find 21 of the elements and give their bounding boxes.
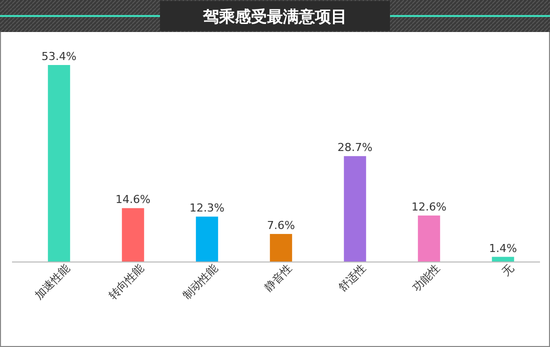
chart-title: 驾乘感受最满意项目 xyxy=(202,7,347,26)
bar xyxy=(270,234,292,262)
data-label: 12.3% xyxy=(190,202,224,215)
x-tick-label: 功能性 xyxy=(410,262,443,294)
bar xyxy=(122,208,144,262)
data-label: 12.6% xyxy=(412,200,446,214)
data-label: 14.6% xyxy=(116,193,150,206)
x-tick-label: 无 xyxy=(500,262,517,279)
data-label: 1.4% xyxy=(489,242,517,255)
bar xyxy=(196,216,218,262)
x-tick-label: 静音性 xyxy=(262,262,295,294)
data-label: 53.4% xyxy=(42,50,76,63)
x-tick-label: 舒适性 xyxy=(336,262,369,294)
x-tick-label: 加速性能 xyxy=(32,262,73,302)
bar xyxy=(48,65,70,262)
x-tick-label: 转向性能 xyxy=(106,262,147,302)
data-label: 28.7% xyxy=(338,141,372,154)
bar xyxy=(418,216,440,262)
bar xyxy=(344,156,366,262)
x-tick-label: 制动性能 xyxy=(180,262,221,302)
data-label: 7.6% xyxy=(267,218,295,232)
